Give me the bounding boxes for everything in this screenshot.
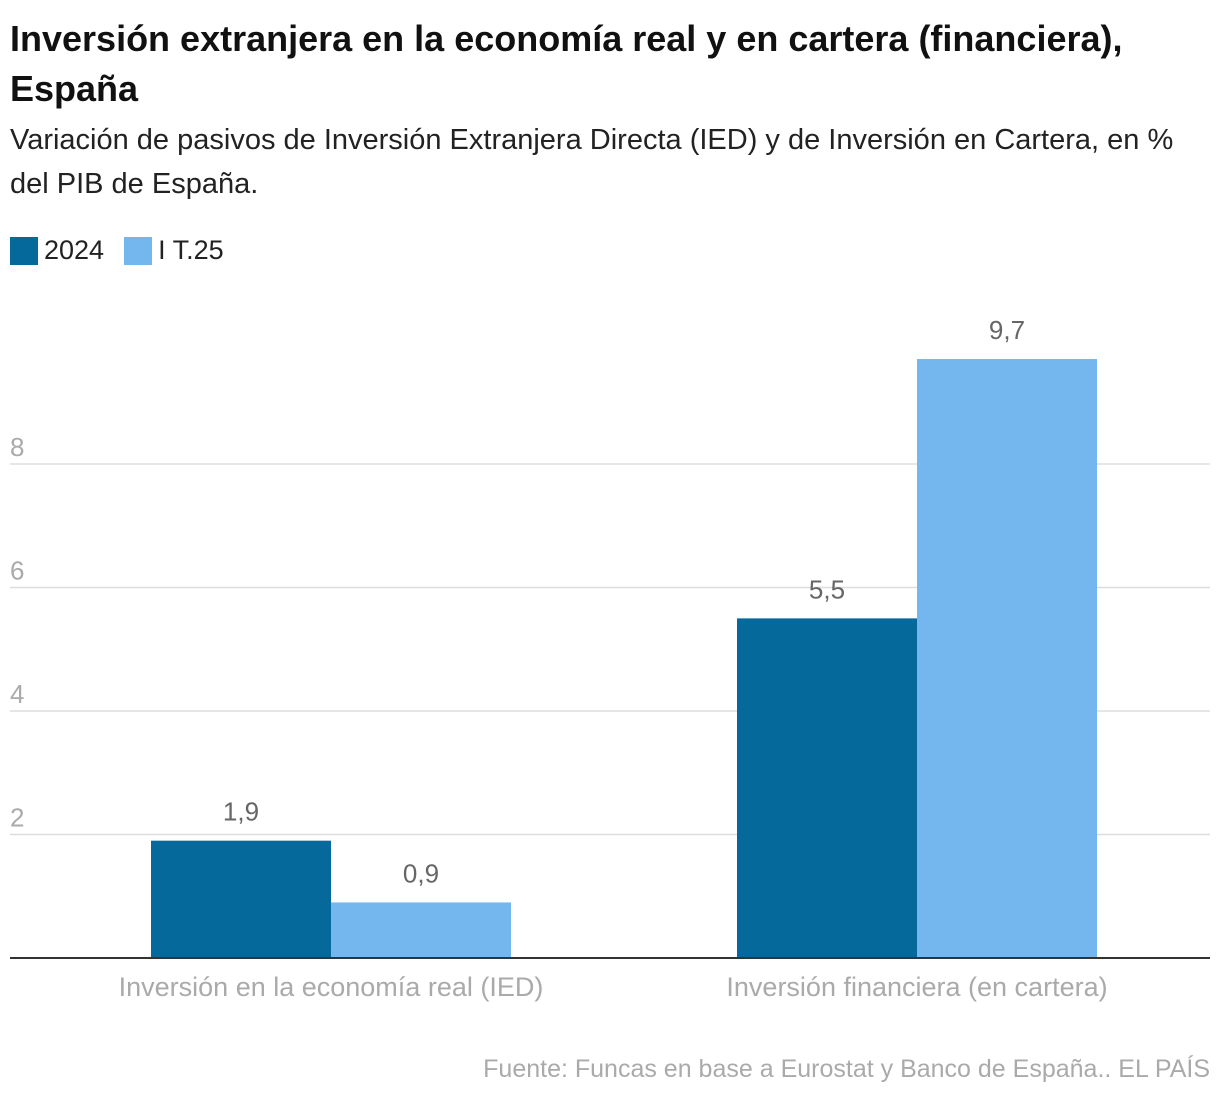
legend-swatch <box>10 236 38 265</box>
legend-item-2024: 2024 <box>10 235 104 266</box>
x-tick-label: Inversión en la economía real (IED) <box>119 972 544 1002</box>
data-label: 0,9 <box>403 858 439 888</box>
legend-item-it25: I T.25 <box>124 235 224 266</box>
bar <box>917 359 1097 958</box>
data-label: 5,5 <box>809 574 845 604</box>
legend: 2024 I T.25 <box>10 235 224 266</box>
x-tick-label: Inversión financiera (en cartera) <box>726 972 1107 1002</box>
source-note: Fuente: Funcas en base a Eurostat y Banc… <box>483 1055 1210 1083</box>
data-label: 9,7 <box>989 315 1025 345</box>
legend-label: 2024 <box>44 235 105 265</box>
y-tick-label: 8 <box>10 432 24 462</box>
data-label: 1,9 <box>223 797 259 827</box>
chart-title: Inversión extranjera en la economía real… <box>10 18 1123 109</box>
bar <box>151 840 331 958</box>
y-tick-label: 2 <box>10 803 24 833</box>
y-tick-label: 6 <box>10 556 24 586</box>
bar <box>737 618 917 958</box>
chart-subtitle: Variación de pasivos de Inversión Extran… <box>10 124 1174 200</box>
legend-swatch <box>124 236 153 265</box>
bar <box>331 902 511 958</box>
y-tick-label: 4 <box>10 679 24 709</box>
legend-label: I T.25 <box>158 235 224 265</box>
